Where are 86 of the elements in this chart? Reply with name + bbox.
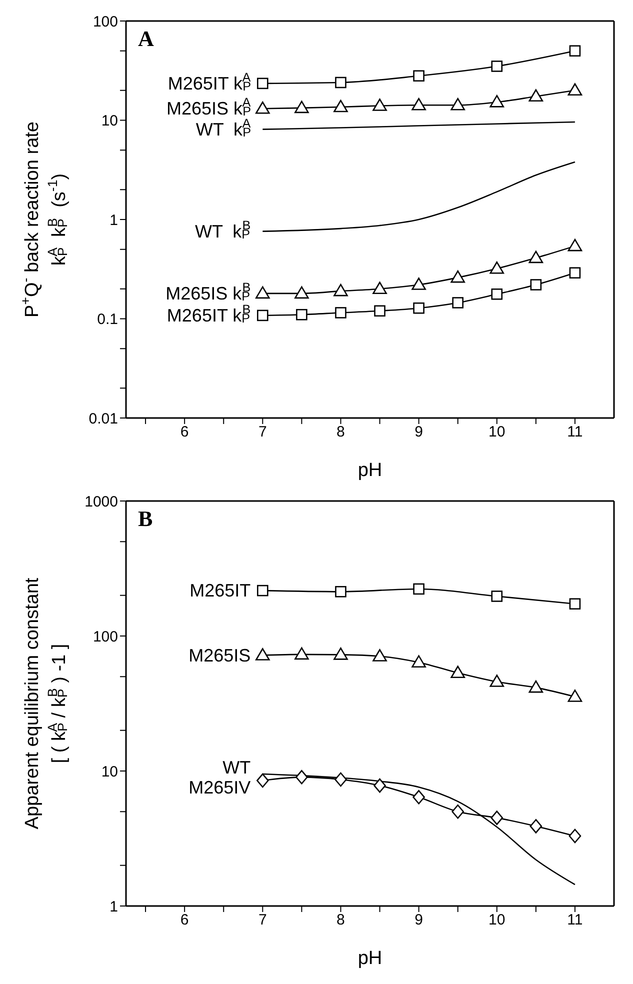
- point: [413, 302, 424, 314]
- point: [568, 83, 582, 96]
- point: [335, 76, 346, 88]
- point: [255, 286, 270, 299]
- point: [334, 772, 347, 787]
- point: [412, 98, 426, 110]
- point: [255, 648, 270, 660]
- point: [372, 98, 387, 111]
- point: [528, 680, 544, 693]
- x-tick-label: 8: [336, 424, 345, 441]
- point: [530, 819, 542, 834]
- point: [450, 666, 465, 678]
- point: [294, 286, 309, 299]
- x-axis-title: pH: [358, 460, 382, 481]
- point: [452, 804, 464, 819]
- point: [372, 282, 387, 294]
- y-tick-label: 1: [110, 898, 118, 916]
- point: [450, 98, 465, 110]
- x-tick-label: 6: [180, 424, 189, 441]
- series-label: M265IT: [190, 580, 251, 601]
- point: [569, 267, 581, 279]
- chart-title: B: [138, 506, 153, 532]
- x-tick-label: 9: [414, 424, 423, 441]
- point: [491, 288, 503, 300]
- series-label: WT: [222, 757, 251, 778]
- point: [569, 45, 581, 57]
- x-tick-label: 11: [567, 424, 583, 441]
- y-tick-label: 100: [92, 13, 118, 30]
- point: [335, 586, 346, 598]
- point: [490, 261, 504, 274]
- x-tick-label: 9: [414, 912, 423, 929]
- point: [255, 101, 270, 114]
- y-tick-label: 10: [101, 112, 118, 130]
- point: [569, 598, 581, 610]
- point: [412, 278, 426, 290]
- x-axis-title: pH: [358, 948, 382, 969]
- line-series: [262, 161, 576, 232]
- point: [568, 690, 582, 702]
- point: [334, 284, 348, 296]
- point: [450, 270, 465, 283]
- point: [296, 770, 308, 784]
- point: [413, 70, 424, 82]
- point: [374, 778, 386, 793]
- point: [374, 305, 386, 317]
- y-tick-label: 10: [101, 763, 118, 780]
- point: [530, 279, 542, 290]
- point: [490, 95, 504, 108]
- series-label: M265IS: [188, 645, 251, 666]
- x-tick-label: 7: [258, 424, 267, 441]
- y-tick-label: 0.1: [97, 311, 118, 328]
- point: [256, 310, 268, 322]
- point: [256, 78, 268, 90]
- point: [296, 308, 308, 320]
- point: [412, 790, 425, 804]
- point: [413, 583, 424, 595]
- y-tick-label: 0.01: [88, 410, 118, 428]
- x-tick-label: 11: [567, 912, 583, 929]
- y-tick-label: 1000: [84, 493, 118, 510]
- point: [491, 60, 503, 72]
- point: [568, 828, 582, 844]
- x-tick-label: 7: [258, 912, 267, 929]
- y-tick-label: 1: [110, 212, 118, 229]
- line-series: [262, 121, 576, 130]
- point: [372, 649, 387, 662]
- point: [294, 647, 309, 660]
- point: [528, 89, 544, 102]
- y-tick-label: 100: [92, 628, 118, 646]
- point: [334, 648, 348, 660]
- point: [490, 810, 504, 825]
- point: [568, 238, 582, 252]
- point: [335, 307, 346, 318]
- x-tick-label: 10: [488, 424, 506, 441]
- x-tick-label: 10: [488, 912, 506, 929]
- chart-title: A: [138, 26, 154, 52]
- point: [528, 250, 544, 264]
- point: [294, 100, 309, 114]
- point: [491, 590, 503, 602]
- point: [490, 674, 504, 687]
- x-tick-label: 6: [180, 912, 189, 929]
- point: [256, 584, 268, 596]
- x-tick-label: 8: [336, 912, 345, 929]
- series-label: M265IV: [188, 777, 251, 798]
- point: [256, 773, 269, 788]
- point: [334, 100, 348, 112]
- point: [412, 655, 426, 668]
- point: [452, 297, 464, 308]
